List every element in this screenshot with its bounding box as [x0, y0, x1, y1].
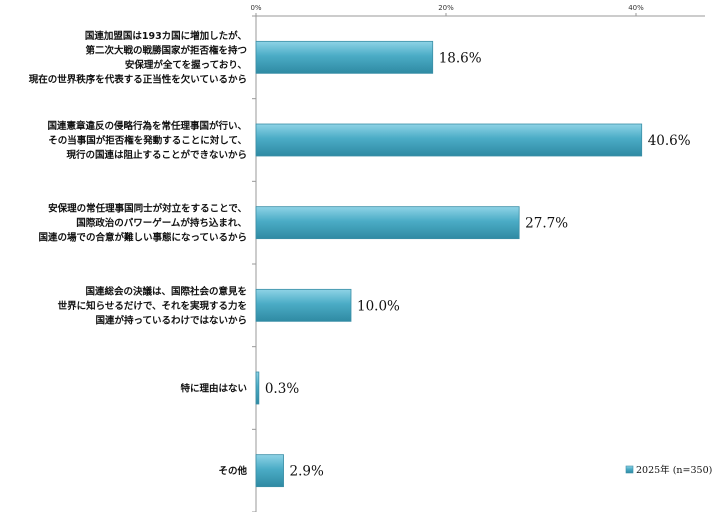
x-tick-label: 20%: [438, 4, 454, 12]
category-label: 国連憲章違反の侵略行為を常任理事国が行い、その当事国が拒否権を発動することに対し…: [47, 120, 247, 161]
axes: 0% 20% 40%: [250, 4, 705, 512]
bars: [255, 40, 643, 488]
category-label: 安保理の常任理事国同士が対立をすることで、国際政治のパワーゲームが持ち込まれ、国…: [38, 203, 247, 244]
legend: 2025年 (n=350): [625, 464, 712, 476]
bar: [255, 371, 260, 405]
legend-label: 2025年 (n=350): [636, 464, 712, 476]
data-label: 10.0%: [357, 298, 400, 314]
category-label: 国連総会の決議は、国際社会の意見を世界に知らせるだけで、それを実現する力を国連が…: [58, 285, 247, 326]
x-tick-label: 0%: [250, 4, 261, 12]
data-label: 18.6%: [439, 50, 482, 66]
bar: [255, 288, 352, 322]
bar: [255, 454, 284, 488]
data-label: 2.9%: [290, 464, 324, 480]
legend-swatch: [625, 465, 634, 474]
x-tick-label: 40%: [628, 4, 644, 12]
bar: [255, 40, 434, 74]
category-label: その他: [218, 465, 247, 477]
category-label: 特に理由はない: [180, 383, 247, 395]
labels: 18.6% 国連加盟国は193カ国に増加したが、第二次大戦の戦勝国家が拒否権を持つ…: [29, 30, 691, 480]
bar: [255, 123, 643, 157]
bar: [255, 206, 520, 240]
data-label: 40.6%: [648, 133, 691, 149]
data-label: 0.3%: [265, 381, 299, 397]
data-label: 27.7%: [525, 216, 568, 232]
category-label: 国連加盟国は193カ国に増加したが、第二次大戦の戦勝国家が拒否権を持つ安保理が全…: [29, 30, 247, 86]
